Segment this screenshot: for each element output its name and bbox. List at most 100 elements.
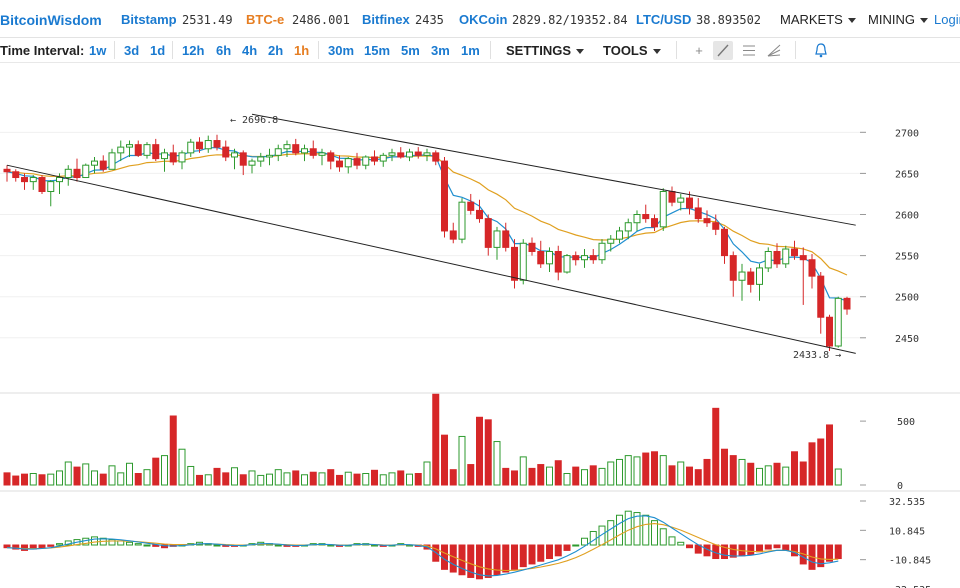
- brand-logo[interactable]: BitcoinWisdom: [0, 12, 102, 28]
- candle-body: [161, 152, 168, 160]
- macd-histogram-bar: [721, 544, 728, 560]
- interval-1w[interactable]: 1w: [89, 43, 107, 58]
- settings-menu[interactable]: SETTINGS: [506, 43, 585, 58]
- macd-histogram-bar: [826, 544, 833, 562]
- interval-3m[interactable]: 3m: [431, 43, 450, 58]
- candle-body: [56, 177, 63, 183]
- mining-menu[interactable]: MINING: [868, 12, 928, 27]
- candle-body: [99, 160, 107, 170]
- macd-histogram-bar: [47, 544, 55, 547]
- volume-bar: [511, 470, 518, 486]
- macd-line: [6, 515, 839, 577]
- candle-body: [117, 146, 125, 154]
- chevron-down-icon: [919, 18, 928, 24]
- volume-bar: [694, 469, 702, 486]
- candle-body: [283, 144, 291, 150]
- interval-1h[interactable]: 1h: [294, 43, 310, 58]
- volume-bar: [484, 419, 492, 486]
- volume-bar: [651, 451, 658, 486]
- candle-body: [353, 158, 361, 166]
- candle-body: [633, 214, 641, 224]
- interval-1m[interactable]: 1m: [461, 43, 480, 58]
- interval-30m[interactable]: 30m: [328, 43, 355, 58]
- login-link[interactable]: Login: [934, 12, 960, 27]
- candle-body: [231, 152, 238, 158]
- price-axis-label: 2600: [895, 211, 919, 222]
- interval-5m[interactable]: 5m: [401, 43, 420, 58]
- ticker-ltcusd-price: 38.893502: [696, 13, 762, 27]
- ticker-bitstamp-name[interactable]: Bitstamp: [121, 12, 177, 27]
- candle-body: [327, 152, 335, 162]
- volume-bar: [834, 468, 842, 486]
- candle-body: [756, 267, 763, 285]
- volume-bar: [222, 472, 230, 486]
- candle-body: [108, 152, 116, 170]
- volume-bar: [642, 452, 650, 486]
- volume-bar: [204, 474, 212, 486]
- volume-bar: [616, 458, 623, 486]
- candle-body: [563, 255, 571, 273]
- volume-bar: [336, 474, 343, 486]
- divider: [676, 41, 677, 59]
- cross-tool-icon[interactable]: +: [695, 43, 703, 58]
- candle-body: [712, 222, 720, 230]
- macd-histogram-bar: [834, 544, 842, 560]
- candle-body: [686, 197, 693, 209]
- volume-bar: [274, 469, 282, 486]
- candle-body: [834, 297, 842, 347]
- volume-bar: [56, 470, 63, 486]
- candle-body: [47, 181, 55, 192]
- markets-menu[interactable]: MARKETS: [780, 12, 856, 27]
- horizontal-lines-tool-icon[interactable]: [739, 41, 759, 60]
- candle-body: [266, 154, 273, 158]
- price-chart[interactable]: 2700 2650 2600 2550 2500 2450 500 0 32.535 10.845…: [0, 63, 960, 588]
- volume-bar: [47, 473, 55, 486]
- line-tool-icon[interactable]: [713, 41, 733, 60]
- time-interval-label: Time Interval:: [0, 43, 85, 58]
- interval-12h[interactable]: 12h: [182, 43, 205, 58]
- volume-bar: [91, 470, 98, 486]
- macd-histogram-bar: [607, 520, 615, 546]
- candle-body: [537, 250, 545, 265]
- ticker-okcoin-name[interactable]: OKCoin: [459, 12, 508, 27]
- macd-histogram-bar: [773, 544, 781, 549]
- candle-body: [502, 230, 510, 248]
- volume-bar: [257, 474, 265, 486]
- interval-6h[interactable]: 6h: [216, 43, 232, 58]
- macd-histogram-bar: [756, 544, 763, 553]
- fan-tool-icon[interactable]: [764, 41, 784, 60]
- interval-4h[interactable]: 4h: [242, 43, 258, 58]
- interval-3d[interactable]: 3d: [124, 43, 140, 58]
- candle-body: [301, 148, 308, 154]
- candle-body: [441, 160, 448, 232]
- ticker-btce-name[interactable]: BTC-e: [246, 12, 285, 27]
- volume-bar: [563, 473, 571, 486]
- macd-histogram-bar: [782, 544, 790, 551]
- alert-bell-icon[interactable]: [811, 41, 831, 60]
- ticker-bitfinex-name[interactable]: Bitfinex: [362, 12, 410, 27]
- volume-bar: [134, 473, 142, 486]
- volume-bar: [677, 461, 685, 486]
- tools-menu[interactable]: TOOLS: [603, 43, 661, 58]
- macd-histogram-bar: [108, 539, 116, 546]
- interval-1d[interactable]: 1d: [150, 43, 166, 58]
- macd-histogram-bar: [484, 544, 492, 578]
- macd-histogram-bar: [476, 544, 483, 580]
- macd-histogram-bar: [511, 544, 518, 570]
- macd-histogram-bar: [624, 510, 632, 546]
- macd-histogram-bar: [528, 544, 536, 565]
- ticker-ltcusd-name[interactable]: LTC/USD: [636, 12, 692, 27]
- chevron-down-icon: [847, 18, 856, 24]
- markets-menu-label: MARKETS: [780, 12, 843, 27]
- volume-bar: [388, 472, 396, 486]
- volume-bar: [572, 466, 580, 486]
- volume-bar: [143, 469, 151, 486]
- volume-bar: [362, 473, 370, 486]
- volume-bar: [99, 473, 107, 486]
- interval-15m[interactable]: 15m: [364, 43, 391, 58]
- volume-bar: [117, 472, 125, 486]
- candle-body: [484, 218, 492, 248]
- interval-2h[interactable]: 2h: [268, 43, 284, 58]
- macd-axis-label: -32.535: [889, 585, 931, 588]
- candle-body: [204, 140, 212, 150]
